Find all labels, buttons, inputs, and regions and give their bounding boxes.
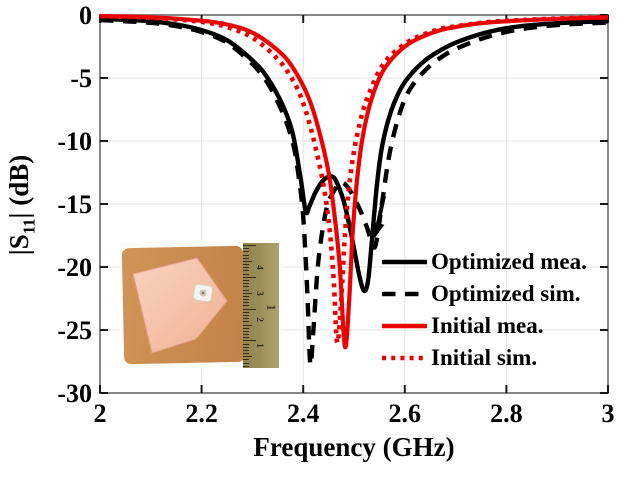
annotation-arrow-stem (376, 195, 386, 224)
y-tick-label: -30 (57, 379, 92, 408)
legend: Optimized mea. Optimized sim. Initial me… (381, 246, 587, 374)
ruler-tick-mark (243, 292, 252, 294)
antenna-photo-inset: 4 3 2 1 1 (120, 242, 281, 369)
ruler: 4 3 2 1 1 (243, 243, 279, 368)
ruler-tick-mark (243, 318, 249, 320)
legend-line-red-solid (382, 323, 427, 329)
y-axis-label: |S11| (dB) (4, 105, 39, 305)
ruler-tick-mark (243, 356, 252, 358)
ruler-tick-mark (243, 264, 249, 266)
ruler-tick-mark (243, 340, 256, 342)
annotation-arrowhead-icon (371, 221, 385, 239)
x-tick-label: 3 (602, 399, 615, 428)
series-initial-mea (99, 13, 609, 350)
ruler-tick-mark (243, 334, 249, 336)
ruler-tick-mark (243, 245, 256, 246)
ruler-tick-mark (243, 311, 249, 313)
y-tick-label: -25 (57, 316, 92, 345)
legend-label: Optimized sim. (431, 281, 581, 306)
ruler-tick-mark (243, 365, 249, 367)
sma-connector (192, 283, 214, 303)
ruler-tick-mark (243, 254, 249, 256)
patch-polygon (132, 257, 228, 354)
ruler-tick-mark (243, 273, 249, 275)
ruler-tick-mark (243, 337, 249, 339)
y-axis-label-pre: |S (4, 234, 34, 256)
ruler-tick-mark (243, 321, 249, 323)
ruler-tick-mark (243, 276, 256, 278)
x-tick-label: 2 (94, 399, 107, 428)
ruler-tick-mark (243, 308, 256, 310)
legend-label: Initial sim. (431, 345, 538, 370)
ruler-number: 4 (254, 265, 265, 270)
legend-line-black-solid (382, 259, 427, 265)
ruler-tick-mark (243, 257, 249, 259)
ruler-tick-mark (243, 314, 249, 316)
ruler-tick-mark (243, 353, 249, 355)
ruler-tick-mark (243, 302, 249, 304)
ruler-number-large: 1 (263, 304, 279, 311)
ruler-tick-mark (243, 349, 249, 351)
legend-item-initial-sim: Initial sim. (381, 342, 587, 374)
y-tick-label: -15 (57, 190, 92, 219)
legend-label: Optimized mea. (431, 249, 587, 274)
legend-item-optimized-mea: Optimized mea. (381, 246, 587, 278)
ruler-tick-mark (243, 251, 249, 253)
legend-item-optimized-sim: Optimized sim. (381, 278, 587, 310)
ruler-number: 2 (254, 317, 265, 322)
legend-line-red-dotted (382, 355, 427, 361)
ruler-tick-mark (243, 327, 249, 329)
ruler-tick-mark (243, 260, 252, 262)
series-optimized-sim (99, 17, 609, 368)
ruler-tick-mark (243, 248, 249, 250)
series-initial-sim (99, 14, 609, 345)
y-axis-label-sub: 11 (19, 218, 39, 235)
ruler-tick-mark (243, 267, 249, 269)
ruler-tick-mark (243, 283, 249, 285)
y-tick-label: -5 (70, 64, 92, 93)
ruler-tick-mark (243, 343, 249, 345)
y-axis-label-post: | (dB) (4, 154, 34, 219)
legend-line-black-dashed (382, 291, 427, 297)
y-tick-label: -10 (57, 127, 92, 156)
ruler-tick-mark (243, 359, 249, 361)
ruler-tick-mark (243, 324, 252, 326)
legend-item-initial-mea: Initial mea. (381, 310, 587, 342)
y-tick-label: 0 (79, 1, 92, 30)
antenna-patch-graphic (132, 257, 228, 354)
ruler-tick-mark (243, 286, 249, 288)
ruler-tick-mark (243, 346, 249, 348)
ruler-tick-mark (243, 270, 249, 272)
x-tick-label: 2.4 (287, 399, 320, 428)
x-tick-label: 2.6 (389, 399, 422, 428)
ruler-tick-mark (243, 279, 249, 281)
x-tick-label: 2.2 (185, 399, 218, 428)
legend-label: Initial mea. (431, 313, 544, 338)
ruler-tick-mark (243, 362, 249, 364)
x-tick-label: 2.8 (490, 399, 523, 428)
ruler-tick-mark (243, 295, 249, 297)
x-axis-label: Frequency (GHz) (253, 432, 455, 462)
ruler-tick-mark (243, 305, 249, 307)
ruler-number: 3 (254, 291, 265, 296)
ruler-tick-mark (243, 289, 249, 291)
ruler-tick-mark (243, 330, 249, 332)
ruler-number: 1 (254, 343, 265, 348)
y-tick-label: -20 (57, 253, 92, 282)
ruler-tick-mark (243, 299, 249, 301)
